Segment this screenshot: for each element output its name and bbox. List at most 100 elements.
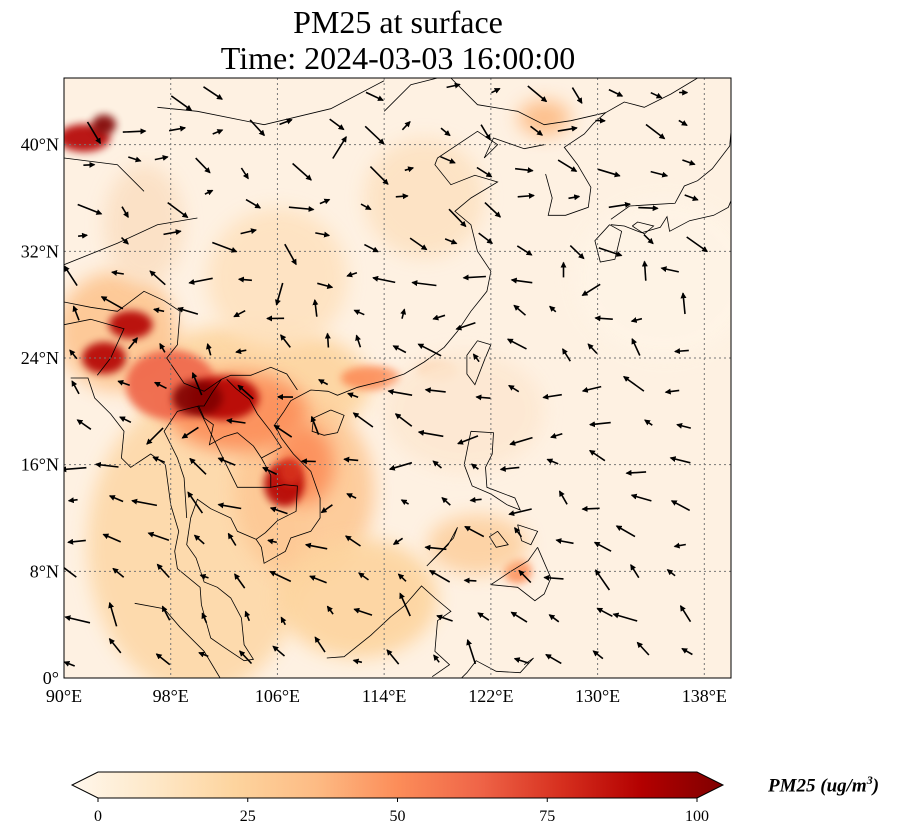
wind-arrow [319, 198, 331, 205]
wind-arrow [478, 232, 493, 245]
wind-arrow [679, 605, 692, 623]
wind-arrow [71, 380, 80, 395]
wind-arrow [597, 168, 621, 178]
wind-arrow [678, 119, 688, 126]
wind-arrow [543, 574, 564, 581]
wind-arrow [111, 269, 124, 276]
wind-arrow [545, 653, 562, 665]
wind-arrow [598, 247, 623, 257]
wind-arrow [78, 232, 88, 239]
wind-arrow [156, 563, 170, 579]
wind-arrow [562, 348, 571, 362]
wind-arrow [650, 91, 663, 99]
wind-arrow [237, 384, 254, 400]
wind-arrow [76, 419, 92, 430]
wind-arrow [332, 136, 347, 159]
lat-tick-label: 32°N [21, 241, 59, 261]
wind-arrow [636, 641, 650, 656]
wind-arrow [108, 638, 122, 654]
wind-arrow [593, 541, 612, 552]
wind-arrow [117, 380, 130, 387]
wind-arrow [518, 569, 532, 584]
wind-arrow [650, 170, 669, 178]
wind-arrow [314, 636, 326, 653]
wind-arrow [676, 422, 691, 429]
wind-arrow [589, 421, 611, 428]
wind-arrow [64, 466, 87, 473]
wind-arrow [392, 345, 407, 354]
wind-arrow [477, 612, 490, 621]
wind-arrow [227, 532, 237, 546]
wind-arrow [387, 389, 413, 396]
wind-arrow [324, 332, 331, 348]
wind-arrow [64, 615, 91, 624]
wind-arrow [310, 415, 320, 435]
wind-arrow [469, 496, 482, 503]
wind-arrow [643, 234, 654, 245]
wind-arrow [346, 271, 358, 278]
lat-tick-labels: 0° 8°N 16°N 24°N 32°N 40°N [21, 135, 59, 688]
wind-arrow [312, 299, 319, 317]
wind-arrow [475, 394, 491, 401]
wind-arrow [292, 162, 312, 181]
wind-arrow [568, 194, 581, 201]
wind-arrow [440, 127, 451, 137]
wind-arrow [510, 277, 533, 284]
title-line-time: Time: 2024-03-03 16:00:00 [220, 40, 576, 76]
wind-arrow [195, 157, 211, 174]
wind-arrow [472, 353, 480, 363]
wind-arrow [670, 500, 691, 512]
wind-arrow [510, 611, 528, 623]
wind-arrow [484, 202, 502, 218]
wind-arrow [77, 203, 103, 215]
lon-tick-label: 98°E [153, 686, 189, 706]
wind-arrow [152, 456, 166, 464]
wind-arrow [424, 387, 446, 394]
wind-arrow [131, 498, 158, 507]
wind-arrow [587, 343, 598, 355]
wind-arrow [146, 427, 164, 445]
wind-arrow [392, 537, 404, 545]
map-title: PM25 at surface Time: 2024-03-03 16:00:0… [0, 4, 796, 76]
wind-arrow [432, 314, 446, 321]
wind-arrow [506, 338, 527, 350]
wind-arrow [344, 535, 361, 547]
wind-arrow [516, 245, 533, 256]
wind-arrow [343, 456, 359, 463]
wind-arrow [352, 658, 363, 665]
wind-arrow [203, 86, 223, 100]
wind-arrow [112, 567, 125, 578]
wind-arrow [201, 612, 208, 624]
wind-arrow [630, 493, 652, 502]
lat-tick-label: 40°N [21, 135, 59, 155]
wind-arrow [513, 657, 529, 664]
wind-arrow [641, 260, 648, 281]
wind-arrow [317, 282, 334, 289]
wind-arrow [457, 435, 479, 445]
wind-arrow [240, 228, 257, 235]
wind-arrow [527, 85, 548, 103]
wind-arrow [542, 393, 562, 400]
title-line-field: PM25 at surface [293, 4, 503, 40]
wind-arrow [463, 577, 477, 584]
wind-arrow [177, 306, 199, 315]
wind-arrow [94, 461, 119, 468]
wind-arrow [347, 392, 359, 399]
lon-tick-label: 106°E [255, 686, 300, 706]
wind-arrow [509, 436, 533, 446]
wind-arrow [674, 348, 689, 355]
wind-arrow [69, 349, 78, 360]
wind-arrow [212, 129, 224, 135]
wind-arrow [149, 270, 166, 286]
wind-arrow [615, 525, 636, 538]
colorbar-tick-label: 0 [94, 808, 102, 825]
wind-arrow [355, 334, 362, 348]
wind-arrow [569, 245, 585, 260]
wind-arrow [681, 647, 693, 656]
wind-arrow [360, 203, 372, 211]
wind-arrow [273, 424, 293, 438]
wind-vectors [64, 82, 709, 667]
wind-arrow [638, 205, 659, 212]
wind-arrow [167, 201, 189, 219]
colorbar-title-text: PM25 (ug/m [768, 775, 867, 797]
